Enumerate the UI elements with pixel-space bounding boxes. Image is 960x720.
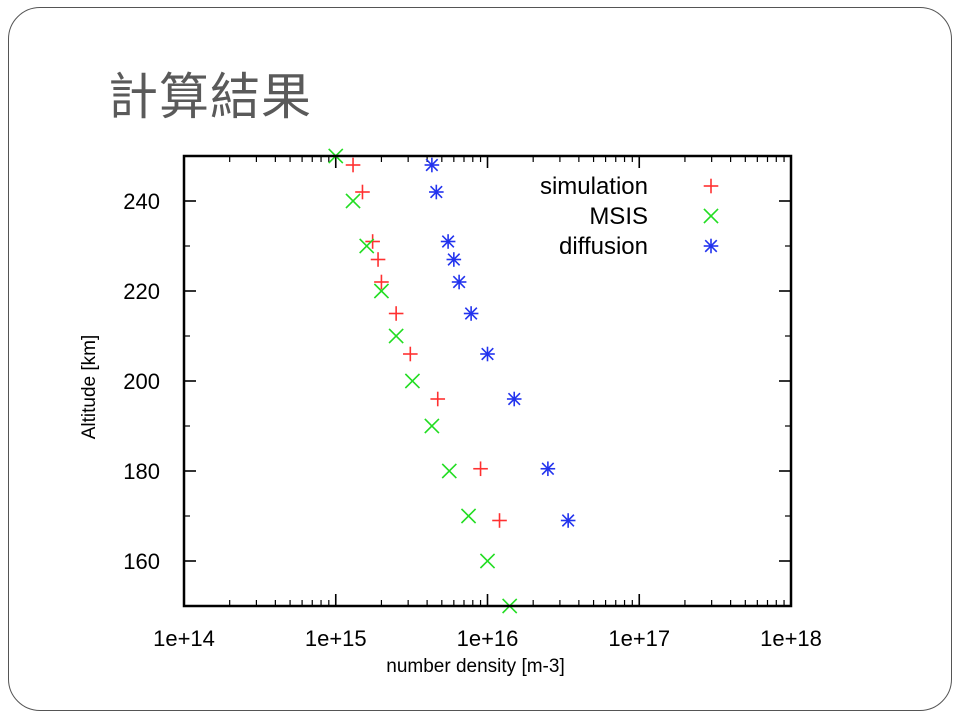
point-simulation xyxy=(365,234,380,249)
point-MSIS xyxy=(404,373,421,389)
data-points xyxy=(328,148,576,614)
point-simulation xyxy=(473,461,488,477)
point-diffusion xyxy=(429,184,444,200)
point-diffusion xyxy=(480,346,495,362)
slide-frame xyxy=(8,7,952,711)
point-simulation xyxy=(370,252,386,267)
y-axis-title: Altitude [km] xyxy=(79,335,100,440)
point-MSIS xyxy=(441,463,457,479)
point-diffusion xyxy=(451,274,467,290)
plot-frame xyxy=(182,154,793,608)
legend-label-simulation: simulation xyxy=(540,173,648,200)
point-simulation xyxy=(492,513,507,528)
point-simulation xyxy=(388,306,404,321)
point-diffusion xyxy=(540,461,556,477)
legend-label-MSIS: MSIS xyxy=(589,203,648,230)
point-MSIS xyxy=(359,238,375,254)
point-simulation xyxy=(374,274,389,290)
point-MSIS xyxy=(388,328,404,344)
x-tick-label: 1e+17 xyxy=(608,626,670,651)
x-tick-label: 1e+18 xyxy=(760,626,822,651)
y-tick-label: 180 xyxy=(123,459,160,484)
point-simulation xyxy=(430,391,446,407)
legend-label-diffusion: diffusion xyxy=(559,233,648,260)
y-tick-label: 240 xyxy=(123,189,160,214)
x-axis-title: number density [m-3] xyxy=(386,656,564,677)
point-simulation xyxy=(403,346,418,362)
point-MSIS xyxy=(479,553,496,569)
point-simulation xyxy=(355,184,370,200)
point-MSIS xyxy=(373,283,390,299)
x-tick-label: 1e+14 xyxy=(153,626,215,651)
point-diffusion xyxy=(446,252,462,267)
point-diffusion xyxy=(506,391,522,407)
point-MSIS xyxy=(424,418,440,434)
point-diffusion xyxy=(424,157,440,173)
point-diffusion xyxy=(560,513,576,528)
tick-labels: 1e+14 1e+15 1e+16 1e+17 1e+18 160 180 200 220 240 xyxy=(123,189,822,651)
y-tick-label: 160 xyxy=(123,549,160,574)
point-diffusion xyxy=(440,234,456,249)
point-simulation xyxy=(345,157,361,173)
legend-marker-MSIS xyxy=(703,208,719,224)
y-tick-label: 220 xyxy=(123,279,160,304)
legend-marker-simulation xyxy=(703,178,719,194)
x-tick-label: 1e+15 xyxy=(305,626,367,651)
slide-title: 計算結果 xyxy=(108,68,312,126)
legend-marker-diffusion xyxy=(703,238,719,254)
point-MSIS xyxy=(345,193,361,209)
y-tick-label: 200 xyxy=(123,369,160,394)
legend: simulation MSIS diffusion xyxy=(540,173,719,260)
x-tick-label: 1e+16 xyxy=(457,626,519,651)
point-diffusion xyxy=(463,306,479,321)
point-MSIS xyxy=(460,508,477,524)
axis-ticks xyxy=(183,155,792,607)
